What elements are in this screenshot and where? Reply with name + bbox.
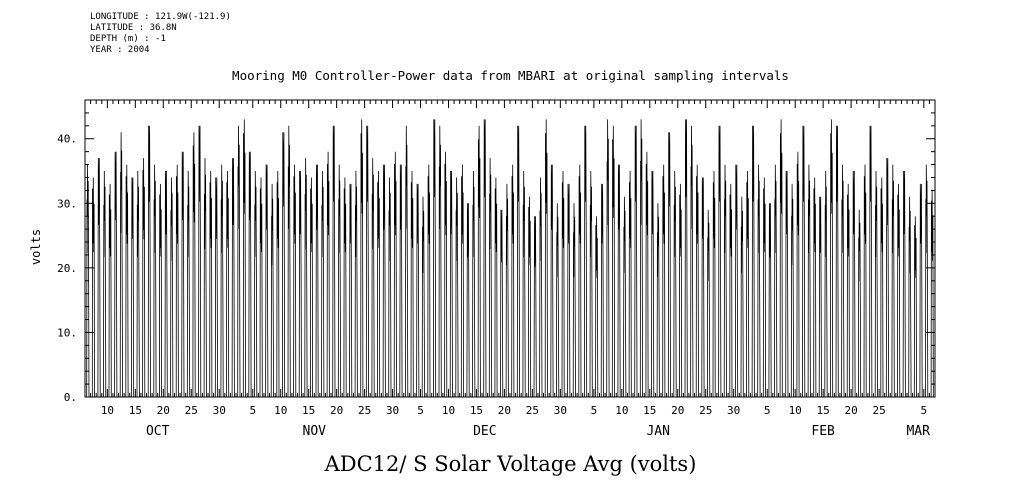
x-tick-label: 30 — [554, 404, 567, 417]
x-tick-label: 30 — [213, 404, 226, 417]
x-tick-label: 20 — [844, 404, 857, 417]
x-tick-label: 30 — [386, 404, 399, 417]
x-tick-label: 5 — [417, 404, 424, 417]
x-tick-label: 15 — [817, 404, 830, 417]
bottom-title: ADC12/ S Solar Voltage Avg (volts) — [324, 452, 697, 476]
y-tick-label: 20. — [57, 262, 77, 275]
y-tick-label: 40. — [57, 133, 77, 146]
metadata-longitude: LONGITUDE : 121.9W(-121.9) — [90, 12, 231, 22]
x-tick-label: 20 — [330, 404, 343, 417]
x-month-label: JAN — [646, 424, 669, 439]
data-series-line — [86, 119, 934, 398]
metadata-depth: DEPTH (m) : -1 — [90, 34, 166, 44]
x-tick-label: 15 — [302, 404, 315, 417]
x-tick-label: 25 — [185, 404, 198, 417]
x-month-label: DEC — [473, 424, 496, 439]
x-tick-label: 10 — [101, 404, 114, 417]
x-month-label: OCT — [146, 424, 170, 439]
y-tick-label: 0. — [64, 391, 77, 404]
x-tick-label: 30 — [727, 404, 740, 417]
x-tick-label: 5 — [591, 404, 598, 417]
x-tick-label: 15 — [470, 404, 483, 417]
x-tick-label: 10 — [274, 404, 287, 417]
x-month-label: FEB — [811, 424, 835, 439]
x-month-label: NOV — [303, 424, 327, 439]
x-tick-label: 20 — [498, 404, 511, 417]
y-tick-label: 30. — [57, 197, 77, 210]
x-tick-label: 10 — [615, 404, 628, 417]
x-tick-label: 20 — [671, 404, 684, 417]
metadata-year: YEAR : 2004 — [90, 45, 150, 55]
x-tick-label: 10 — [789, 404, 802, 417]
axis-box — [84, 99, 936, 398]
x-tick-label: 25 — [358, 404, 371, 417]
x-tick-label: 15 — [643, 404, 656, 417]
x-tick-label: 5 — [249, 404, 256, 417]
metadata-block: LONGITUDE : 121.9W(-121.9) LATITUDE : 36… — [90, 12, 231, 56]
x-tick-label: 5 — [921, 404, 928, 417]
x-month-label: MAR — [906, 424, 930, 439]
x-tick-label: 25 — [699, 404, 712, 417]
x-tick-label: 15 — [129, 404, 142, 417]
x-tick-label: 5 — [764, 404, 771, 417]
x-tick-label: 25 — [526, 404, 539, 417]
metadata-latitude: LATITUDE : 36.8N — [90, 23, 177, 33]
x-tick-label: 10 — [442, 404, 455, 417]
x-tick-label: 25 — [872, 404, 885, 417]
x-tick-label: 20 — [157, 404, 170, 417]
y-tick-label: 10. — [57, 326, 77, 339]
chart-title: Mooring M0 Controller-Power data from MB… — [232, 68, 789, 83]
